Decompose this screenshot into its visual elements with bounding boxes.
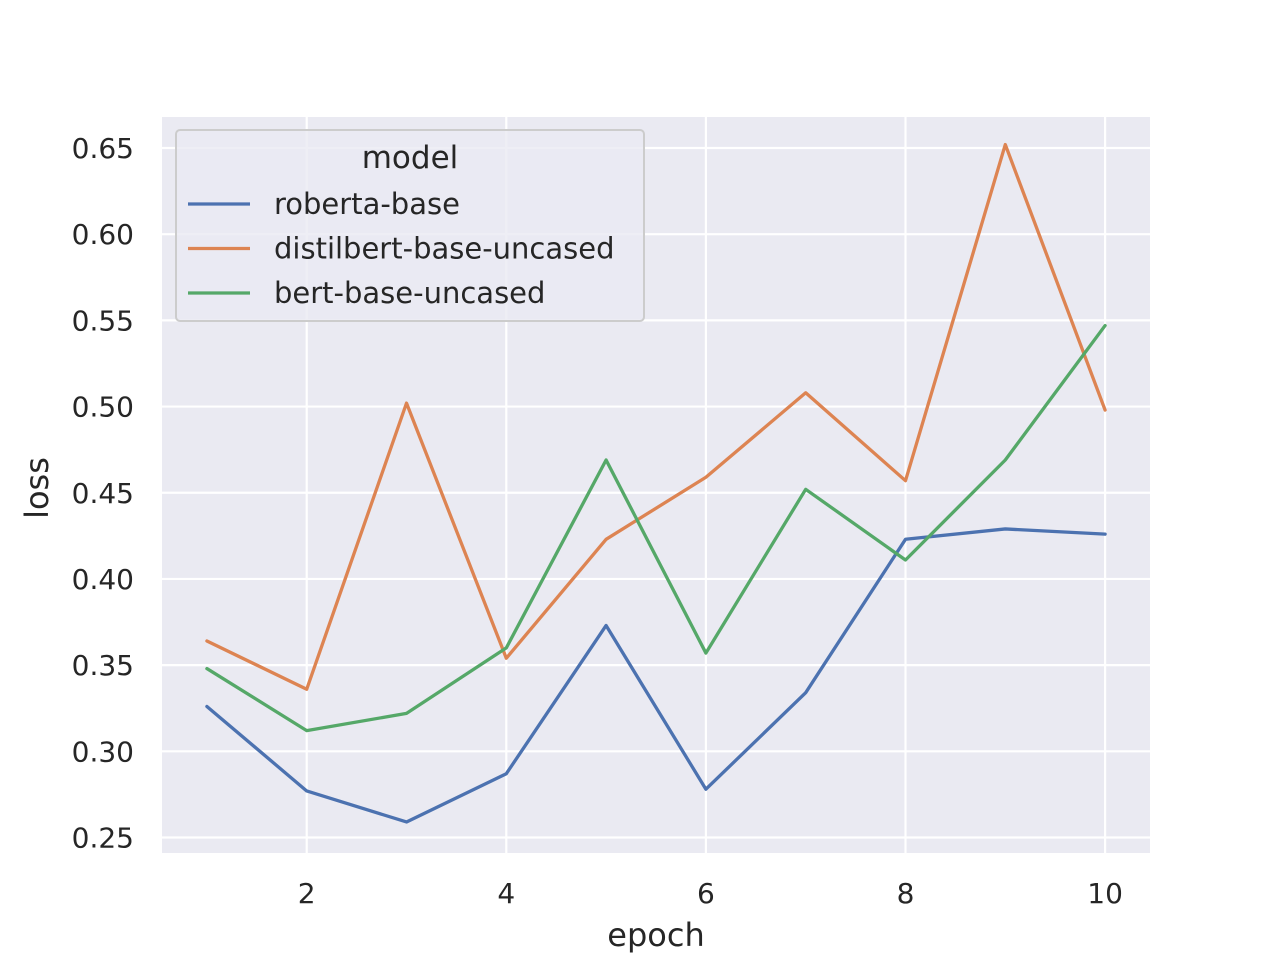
x-tick-label: 10 [1087,877,1123,910]
series-line-distilbert-base-uncased [205,142,1107,691]
y-tick-label: 0.60 [72,218,134,251]
y-tick-label: 0.40 [72,563,134,596]
legend-title: model [362,140,459,176]
legend-label: roberta-base [274,187,460,221]
legend-box [175,129,645,322]
legend-label: bert-base-uncased [274,276,545,310]
y-tick-label: 0.30 [72,735,134,768]
y-tick-label: 0.25 [72,821,134,854]
x-tick-label: 8 [897,877,915,910]
legend-label: distilbert-base-uncased [274,232,615,266]
grid [162,117,1150,853]
y-tick-label: 0.50 [72,391,134,424]
series-line-roberta-base [205,527,1107,824]
y-axis-label: loss [18,457,56,519]
tick-labels: 2 4 6 8 10 0.25 0.30 0.35 0.40 0.45 0.50 0.55 0.60 0.… [72,132,1123,910]
series-lines [205,142,1107,824]
x-tick-label: 4 [497,877,515,910]
x-tick-label: 6 [697,877,715,910]
legend: model roberta-base distilbert-base-uncase… [175,129,645,322]
x-tick-label: 2 [298,877,316,910]
y-tick-label: 0.45 [72,477,134,510]
y-tick-label: 0.65 [72,132,134,165]
y-tick-label: 0.35 [72,649,134,682]
legend-items: roberta-base distilbert-base-uncased bert-… [188,187,615,310]
x-axis-label: epoch [607,916,704,954]
series-line-bert-base-uncased [205,323,1107,733]
y-tick-label: 0.55 [72,304,134,337]
